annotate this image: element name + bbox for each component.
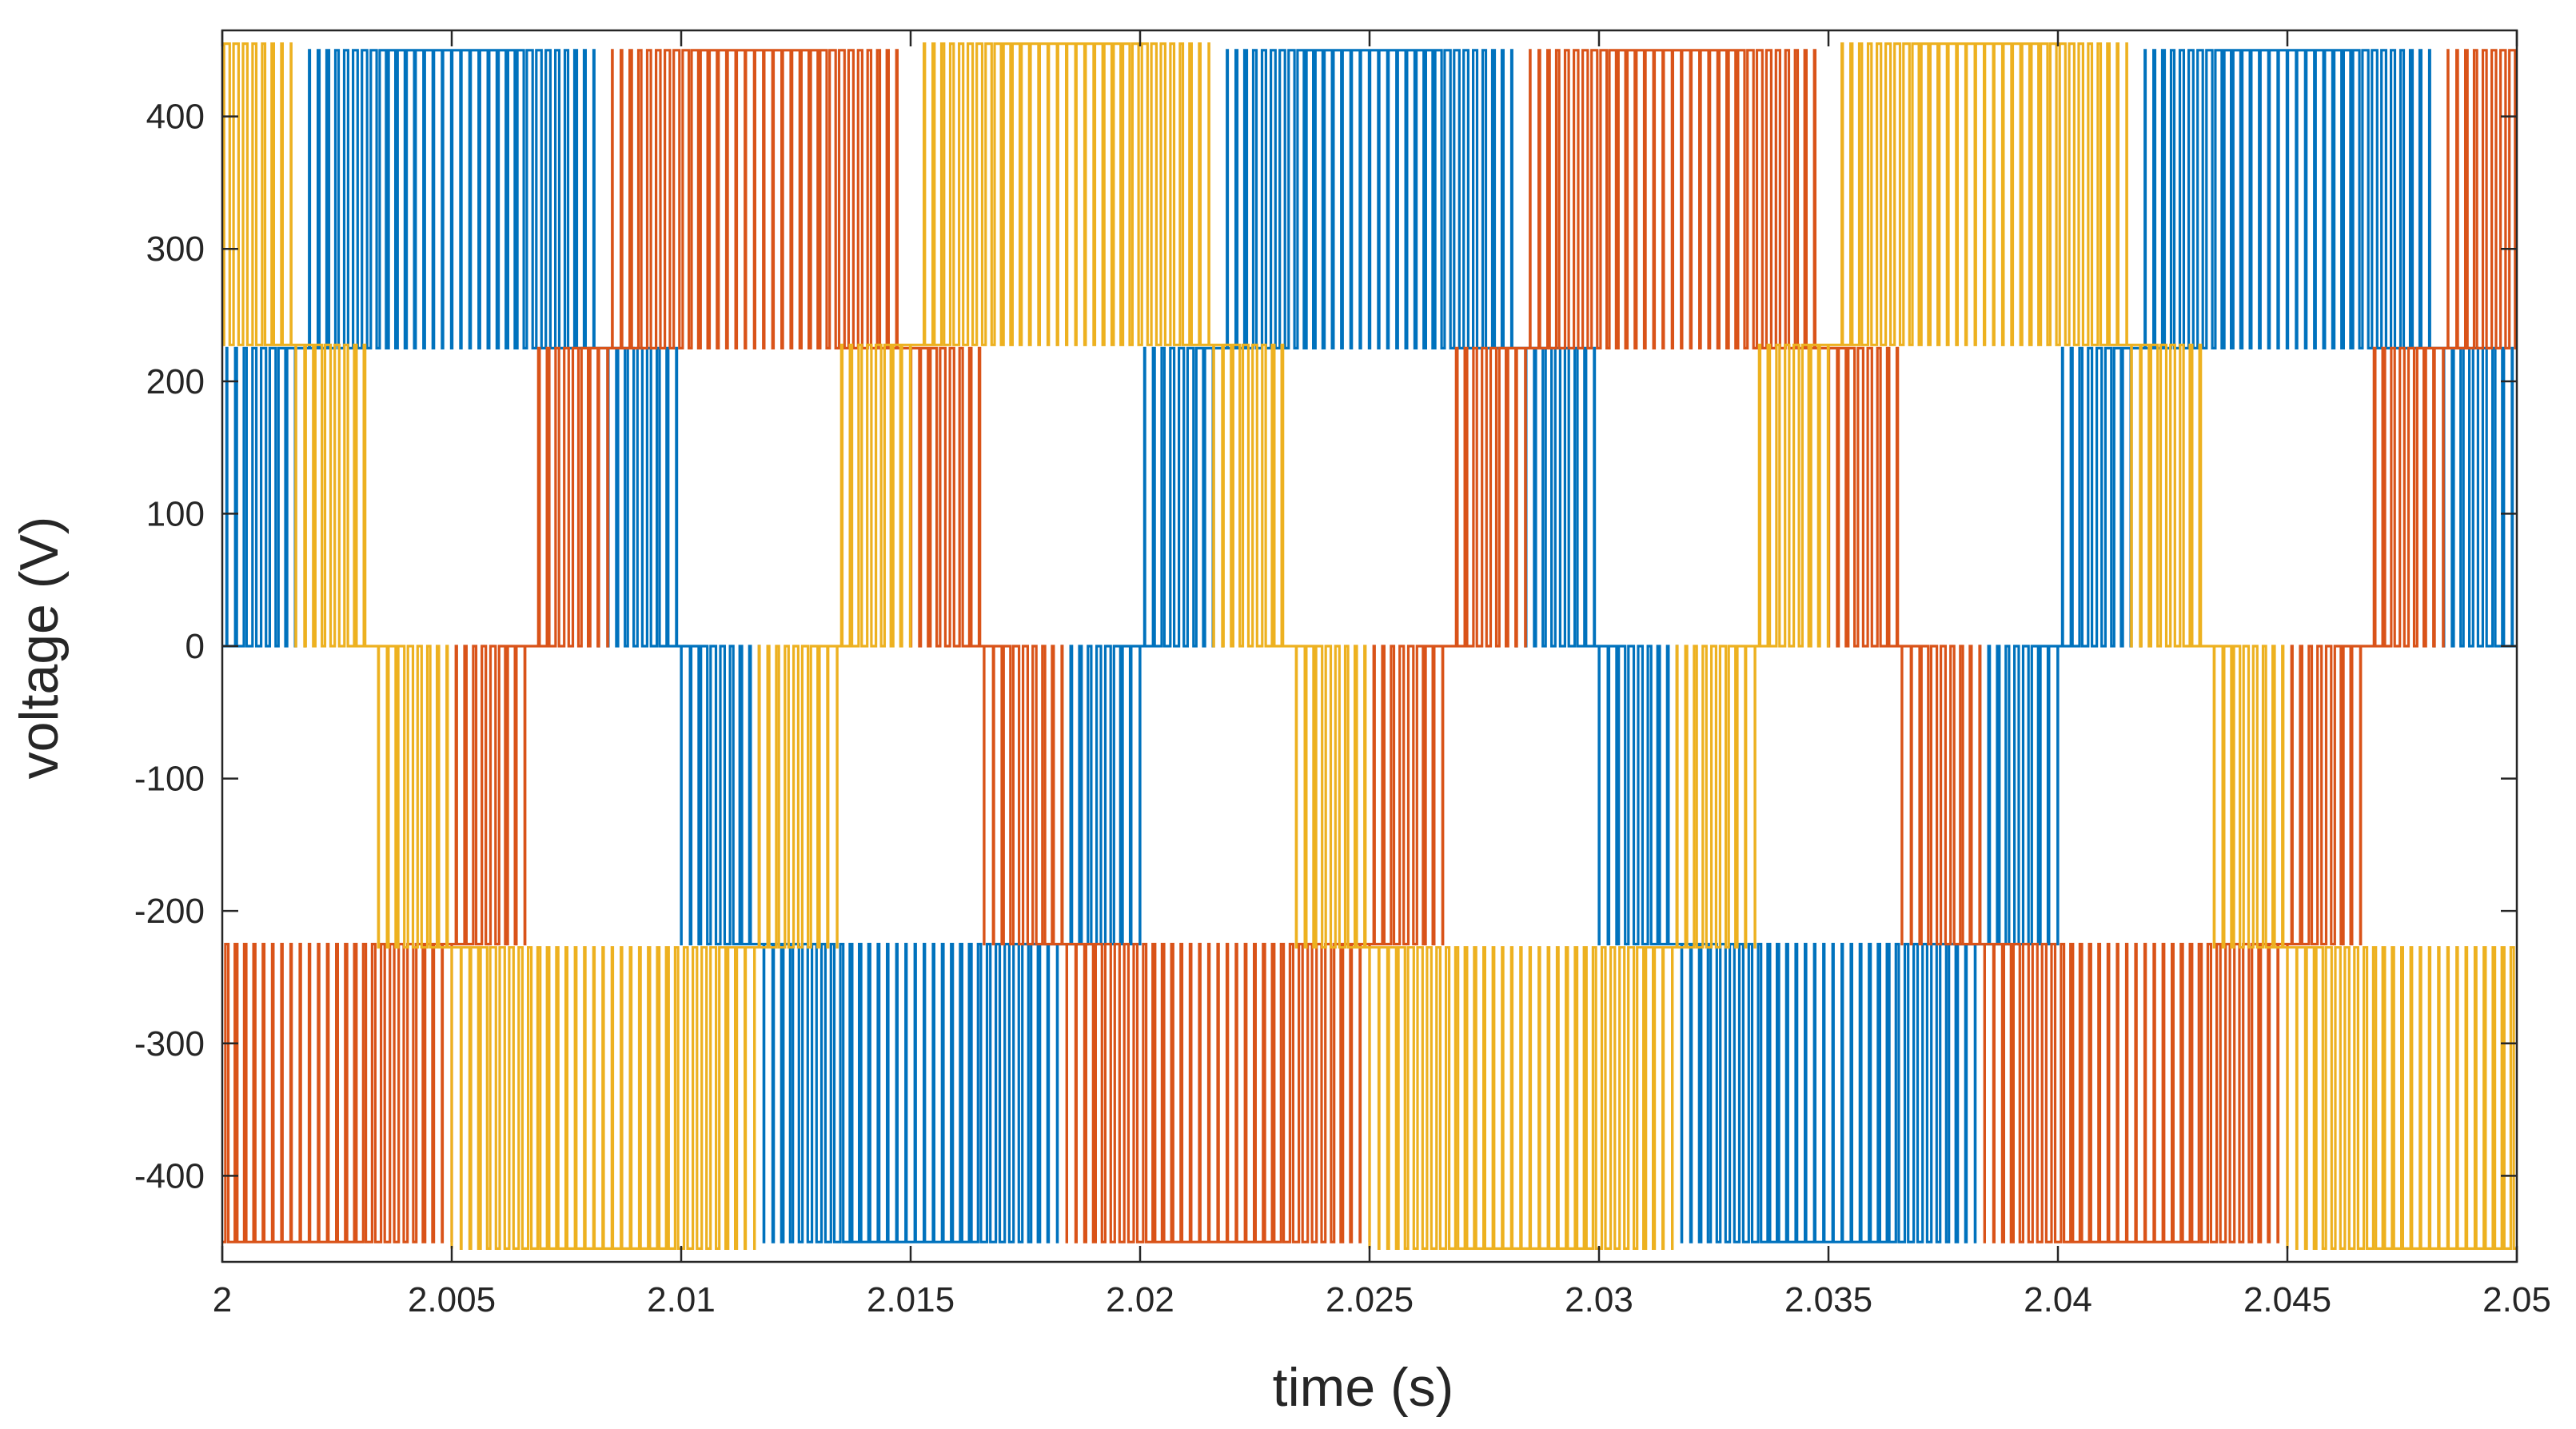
x-tick-label: 2: [213, 1280, 232, 1319]
y-tick-label: 0: [185, 627, 205, 666]
y-axis-label: voltage (V): [9, 517, 70, 780]
x-tick-label: 2.03: [1565, 1280, 1633, 1319]
series-layer: [222, 42, 2517, 1250]
series-line-3: [222, 42, 2517, 1250]
y-tick-label: 300: [146, 230, 205, 269]
y-tick-label: -100: [134, 760, 205, 799]
y-tick-label: 200: [146, 362, 205, 401]
axes-layer: 2 2.005 2.01 2.015 2.02 2.025 2.03 2.035 2.04 2.0…: [134, 29, 2551, 1319]
y-tick-label: -200: [134, 892, 205, 931]
y-tick-label: -400: [134, 1156, 205, 1195]
x-tick-label: 2.01: [647, 1280, 716, 1319]
x-tick-label: 2.025: [1326, 1280, 1414, 1319]
x-tick-label: 2.05: [2482, 1280, 2551, 1319]
x-tick-label: 2.04: [2024, 1280, 2092, 1319]
x-tick-label: 2.045: [2243, 1280, 2331, 1319]
y-tick-label: 400: [146, 98, 205, 137]
y-tick-label: -300: [134, 1024, 205, 1064]
x-tick-label: 2.035: [1784, 1280, 1872, 1319]
x-tick-label: 2.02: [1106, 1280, 1174, 1319]
y-tick-label: 100: [146, 494, 205, 533]
x-tick-label: 2.005: [408, 1280, 496, 1319]
x-tick-label: 2.015: [867, 1280, 955, 1319]
x-axis-label: time (s): [1273, 1357, 1454, 1418]
